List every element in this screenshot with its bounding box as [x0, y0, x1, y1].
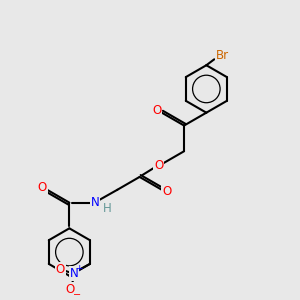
Text: O: O: [162, 185, 171, 198]
Text: H: H: [103, 202, 111, 215]
Text: O: O: [56, 263, 65, 276]
Text: −: −: [73, 290, 81, 300]
Text: O: O: [65, 283, 75, 296]
Text: N: N: [91, 196, 99, 209]
Text: N: N: [70, 267, 79, 280]
Text: O: O: [154, 159, 164, 172]
Text: O: O: [152, 104, 161, 117]
Text: O: O: [38, 181, 47, 194]
Text: +: +: [75, 264, 83, 273]
Text: Br: Br: [216, 49, 229, 62]
